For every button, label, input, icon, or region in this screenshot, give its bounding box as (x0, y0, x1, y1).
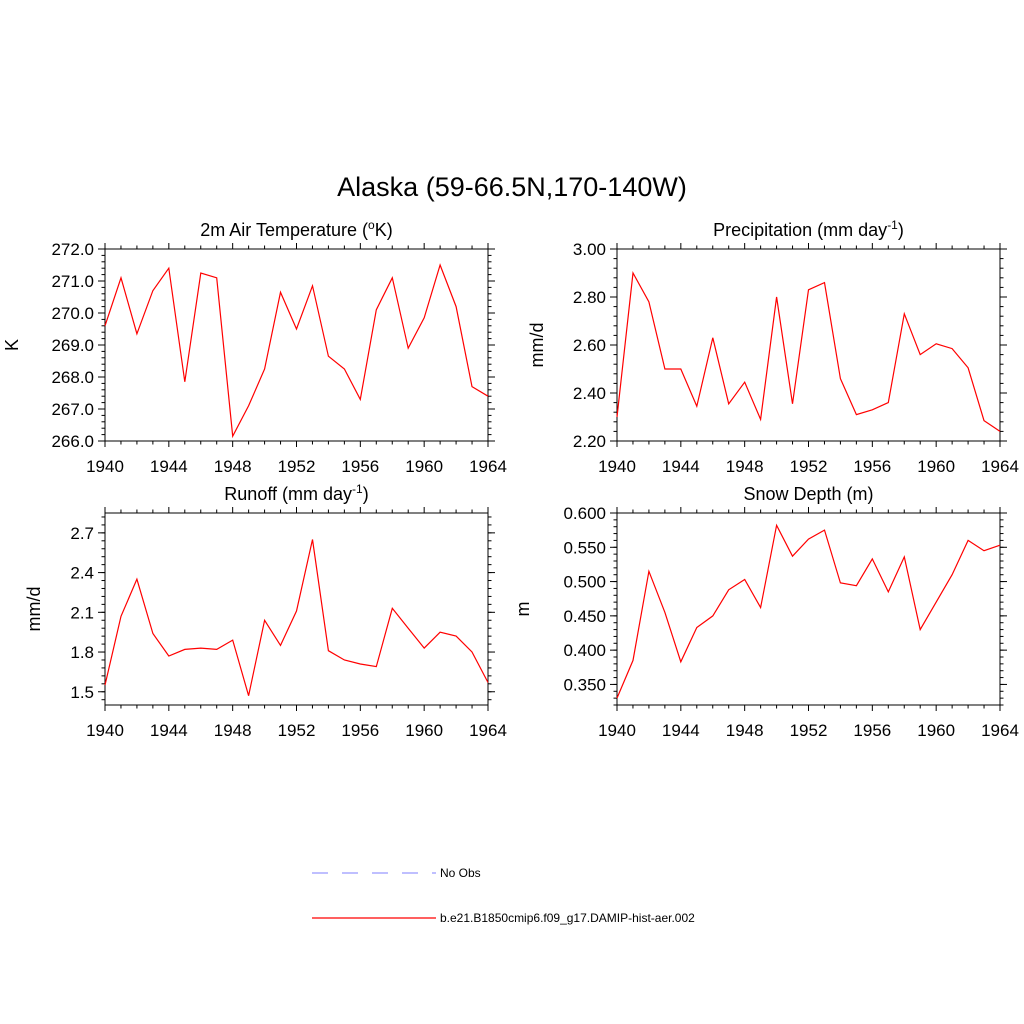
panel-runoff: 1940 1944 1948 1952 1956 1960 1964 1.5 1.8 2.1 2.4… (24, 482, 507, 740)
temp-x-tick-label: 1944 (150, 457, 188, 476)
legend-label-model: b.e21.B1850cmip6.f09_g17.DAMIP-hist-aer.… (440, 911, 695, 925)
runoff-panel-title-suffix: ) (363, 484, 369, 504)
runoff-y-tick-label: 2.7 (70, 524, 94, 543)
snow-y-tick-label: 0.550 (563, 538, 606, 557)
precip-y-tick-label: 2.60 (573, 336, 606, 355)
runoff-x-tick-label: 1960 (405, 721, 443, 740)
precip-x-tick-label: 1944 (662, 457, 700, 476)
legend-label-no-obs: No Obs (440, 866, 481, 880)
temp-x-tick-label: 1956 (341, 457, 379, 476)
temp-panel-title-suffix: K) (375, 220, 393, 240)
snow-y-tick-label: 0.600 (563, 504, 606, 523)
runoff-x-tick-label: 1956 (341, 721, 379, 740)
snow-y-axis-label: m (513, 602, 533, 617)
snow-x-tick-label: 1944 (662, 721, 700, 740)
runoff-x-tick-label: 1940 (86, 721, 124, 740)
temp-panel-title-superscript: o (368, 218, 375, 232)
precip-x-tick-label: 1940 (598, 457, 636, 476)
temp-y-tick-label: 268.0 (51, 368, 94, 387)
precip-plot-frame (616, 248, 1001, 442)
precip-panel-title-text: Precipitation (mm day (713, 220, 887, 240)
runoff-y-tick-label: 2.1 (70, 603, 94, 622)
runoff-x-tick-label: 1964 (469, 721, 507, 740)
runoff-panel-title: Runoff (mm day-1) (224, 482, 368, 504)
snow-x-tick-label: 1956 (853, 721, 891, 740)
precip-x-tick-label: 1964 (981, 457, 1019, 476)
temp-y-tick-label: 271.0 (51, 272, 94, 291)
temp-series-line (104, 263, 489, 439)
runoff-y-axis-label: mm/d (24, 587, 44, 632)
temp-y-tick-label: 266.0 (51, 432, 94, 451)
legend: No Obs b.e21.B1850cmip6.f09_g17.DAMIP-hi… (312, 866, 695, 925)
temp-y-tick-label: 267.0 (51, 400, 94, 419)
temp-y-tick-label: 272.0 (51, 240, 94, 259)
precip-panel-title-suffix: ) (898, 220, 904, 240)
temp-y-tick-label: 269.0 (51, 336, 94, 355)
snow-panel-title-text: Snow Depth (m) (743, 484, 873, 504)
temp-x-tick-label: 1940 (86, 457, 124, 476)
runoff-x-tick-label: 1944 (150, 721, 188, 740)
panel-snow-depth: 1940 1944 1948 1952 1956 1960 1964 0.350 0.400 0.… (513, 484, 1019, 740)
precip-panel-title: Precipitation (mm day-1) (713, 218, 904, 240)
snow-x-tick-label: 1948 (726, 721, 764, 740)
runoff-y-tick-label: 1.5 (70, 683, 94, 702)
precip-series-line (616, 271, 1001, 432)
temp-panel-title-text: 2m Air Temperature ( (200, 220, 368, 240)
precip-y-tick-label: 3.00 (573, 240, 606, 259)
panel-air-temperature: 1940 1944 1948 1952 1956 1960 1964 266.0 267.0 26… (2, 218, 507, 476)
temp-x-tick-label: 1964 (469, 457, 507, 476)
snow-x-tick-label: 1940 (598, 721, 636, 740)
snow-y-tick-label: 0.450 (563, 607, 606, 626)
runoff-y-tick-label: 2.4 (70, 564, 94, 583)
snow-panel-title: Snow Depth (m) (743, 484, 873, 504)
precip-x-tick-label: 1952 (790, 457, 828, 476)
snow-x-tick-label: 1960 (917, 721, 955, 740)
temp-y-axis-label: K (2, 339, 22, 351)
precip-x-tick-label: 1948 (726, 457, 764, 476)
runoff-y-tick-label: 1.8 (70, 643, 94, 662)
figure-title: Alaska (59-66.5N,170-140W) (337, 172, 687, 202)
runoff-panel-title-superscript: -1 (352, 482, 363, 496)
snow-y-tick-label: 0.500 (563, 573, 606, 592)
temp-x-tick-label: 1948 (214, 457, 252, 476)
snow-plot-frame (616, 512, 1001, 706)
snow-series-line (616, 523, 1001, 699)
precip-panel-title-superscript: -1 (887, 218, 898, 232)
precip-y-tick-label: 2.40 (573, 384, 606, 403)
snow-y-tick-label: 0.400 (563, 641, 606, 660)
runoff-series-line (104, 539, 489, 696)
precip-y-tick-label: 2.80 (573, 288, 606, 307)
precip-y-axis-label: mm/d (527, 323, 547, 368)
panel-precipitation: 1940 1944 1948 1952 1956 1960 1964 2.20 2.40 2.60… (527, 218, 1019, 476)
precip-y-tick-label: 2.20 (573, 432, 606, 451)
temp-panel-title: 2m Air Temperature (oK) (200, 218, 392, 240)
runoff-x-tick-label: 1952 (278, 721, 316, 740)
runoff-panel-title-text: Runoff (mm day (224, 484, 352, 504)
temp-y-tick-label: 270.0 (51, 304, 94, 323)
snow-x-tick-label: 1952 (790, 721, 828, 740)
snow-y-tick-label: 0.350 (563, 675, 606, 694)
runoff-x-tick-label: 1948 (214, 721, 252, 740)
temp-x-tick-label: 1960 (405, 457, 443, 476)
temp-x-tick-label: 1952 (278, 457, 316, 476)
snow-x-tick-label: 1964 (981, 721, 1019, 740)
precip-x-tick-label: 1956 (853, 457, 891, 476)
precip-x-tick-label: 1960 (917, 457, 955, 476)
